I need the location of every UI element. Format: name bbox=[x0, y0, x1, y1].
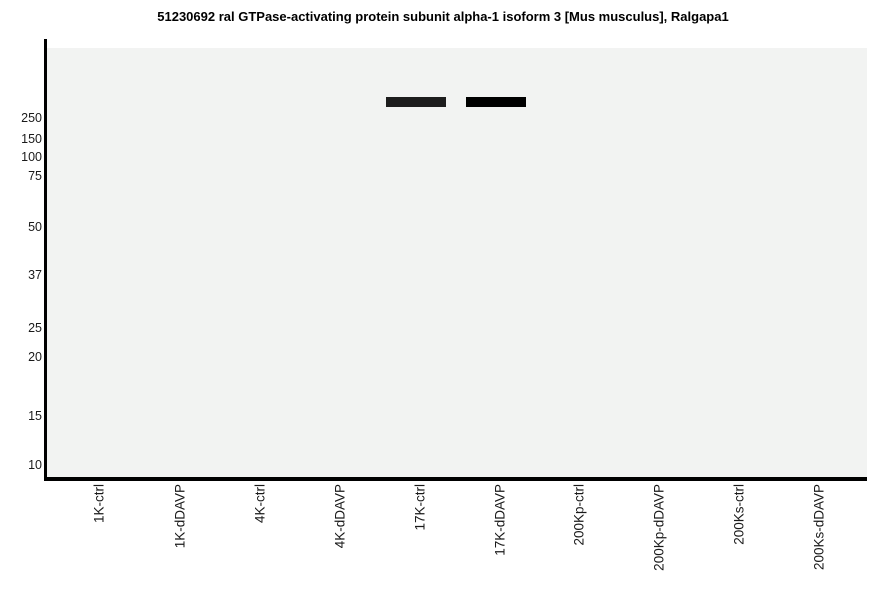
y-axis-line bbox=[44, 39, 47, 481]
x-lane-label: 4K-dDAVP bbox=[332, 484, 348, 549]
x-lane-label: 200Ks-dDAVP bbox=[811, 484, 827, 571]
y-tick-label: 50 bbox=[28, 220, 42, 234]
x-lane-label: 17K-dDAVP bbox=[492, 484, 508, 556]
x-lane-label: 200Kp-dDAVP bbox=[651, 484, 667, 571]
y-tick-label: 250 bbox=[21, 111, 42, 125]
y-tick-label: 150 bbox=[21, 132, 42, 146]
x-lane-label: 200Ks-ctrl bbox=[731, 484, 747, 545]
y-tick-label: 75 bbox=[28, 169, 42, 183]
plot-area bbox=[46, 48, 867, 477]
x-lane-label: 200Kp-ctrl bbox=[571, 484, 587, 546]
x-lane-label: 1K-dDAVP bbox=[172, 484, 188, 549]
chart-title: 51230692 ral GTPase-activating protein s… bbox=[157, 9, 729, 24]
y-tick-label: 10 bbox=[28, 458, 42, 472]
y-tick-label: 100 bbox=[21, 150, 42, 164]
x-lane-label: 1K-ctrl bbox=[91, 484, 107, 524]
x-lane-label: 4K-ctrl bbox=[252, 484, 268, 524]
y-tick-label: 37 bbox=[28, 268, 42, 282]
protein-band bbox=[466, 97, 526, 107]
y-tick-label: 25 bbox=[28, 321, 42, 335]
x-axis-line bbox=[44, 477, 867, 481]
y-tick-label: 20 bbox=[28, 350, 42, 364]
y-tick-label: 15 bbox=[28, 409, 42, 423]
x-lane-label: 17K-ctrl bbox=[412, 484, 428, 531]
protein-band bbox=[386, 97, 446, 107]
